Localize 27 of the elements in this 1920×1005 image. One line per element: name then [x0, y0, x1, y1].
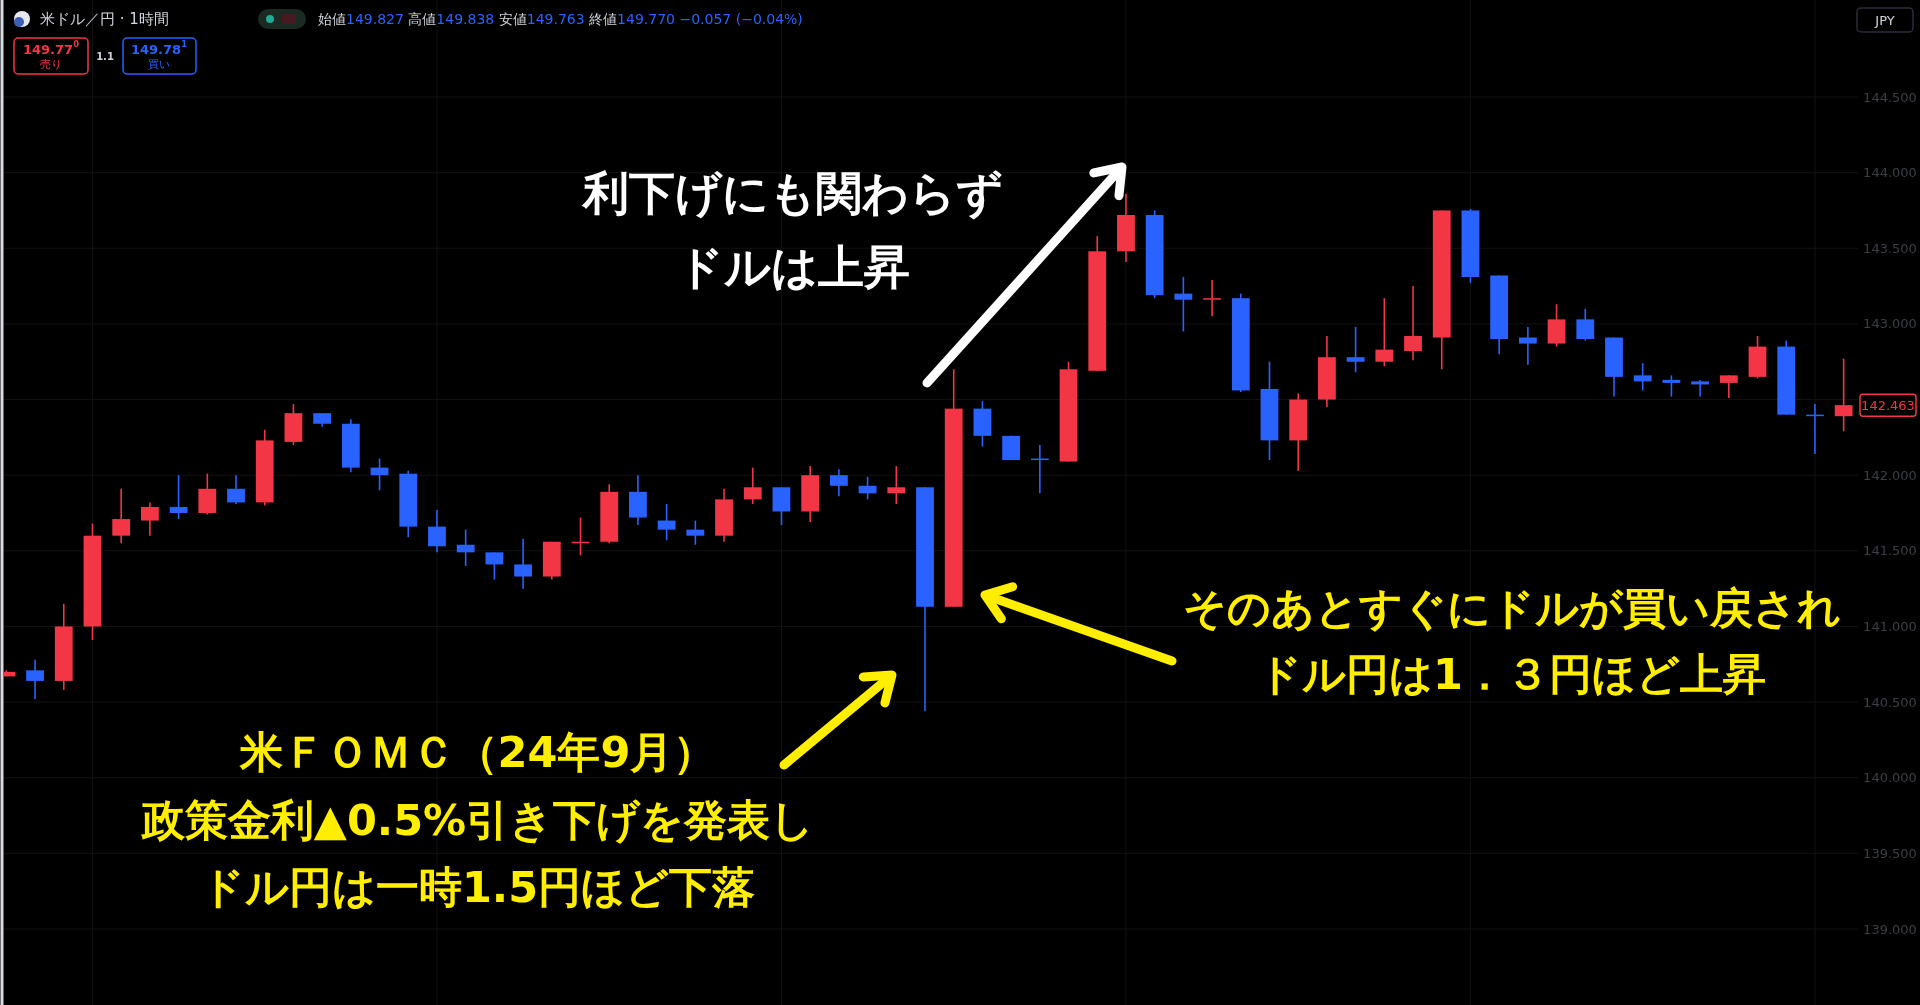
text: 1.1: [96, 50, 114, 62]
text: JPY: [1874, 12, 1895, 28]
annotation: 政策金利▲0.5%引き下げを発表し: [139, 795, 815, 845]
y-tick-label: 144.500: [1863, 89, 1917, 105]
text: 149.78$^{1}$: [130, 39, 188, 57]
y-tick-label: 140.000: [1863, 770, 1917, 786]
y-tick-label: 139.000: [1863, 921, 1917, 937]
y-tick-label: 144.000: [1863, 165, 1917, 181]
annotation: 米ＦＯＭＣ（24年9月）: [238, 727, 717, 777]
annotation: 利下げにも関わらず: [581, 166, 1003, 220]
annotation: ドルは上昇: [676, 240, 910, 294]
text: 米ドル／円 · 1時間: [40, 10, 169, 28]
y-tick-label: 142.000: [1863, 467, 1917, 483]
annotation: そのあとすぐにドルが買い戻され: [1183, 583, 1841, 633]
y-tick-label: 141.500: [1863, 543, 1917, 559]
y-tick-label: 140.500: [1863, 694, 1917, 710]
annotation: ドル円は一時1.5円ほど下落: [200, 862, 756, 912]
text: 売り: [40, 57, 62, 71]
text: 142.463: [1861, 397, 1915, 413]
y-tick-label: 139.500: [1863, 845, 1917, 861]
text: 始値149.827 高値149.838 安値149.763 終値149.770 −0.057 (−0.04%): [318, 11, 803, 27]
y-tick-label: 141.000: [1863, 618, 1917, 634]
text: 149.77$^{0}$: [22, 39, 80, 57]
annotation: ドル円は1．３円ほど上昇: [1258, 649, 1766, 699]
text: 買い: [148, 57, 170, 71]
y-tick-label: 143.500: [1863, 240, 1917, 256]
y-tick-label: 143.000: [1863, 316, 1917, 332]
